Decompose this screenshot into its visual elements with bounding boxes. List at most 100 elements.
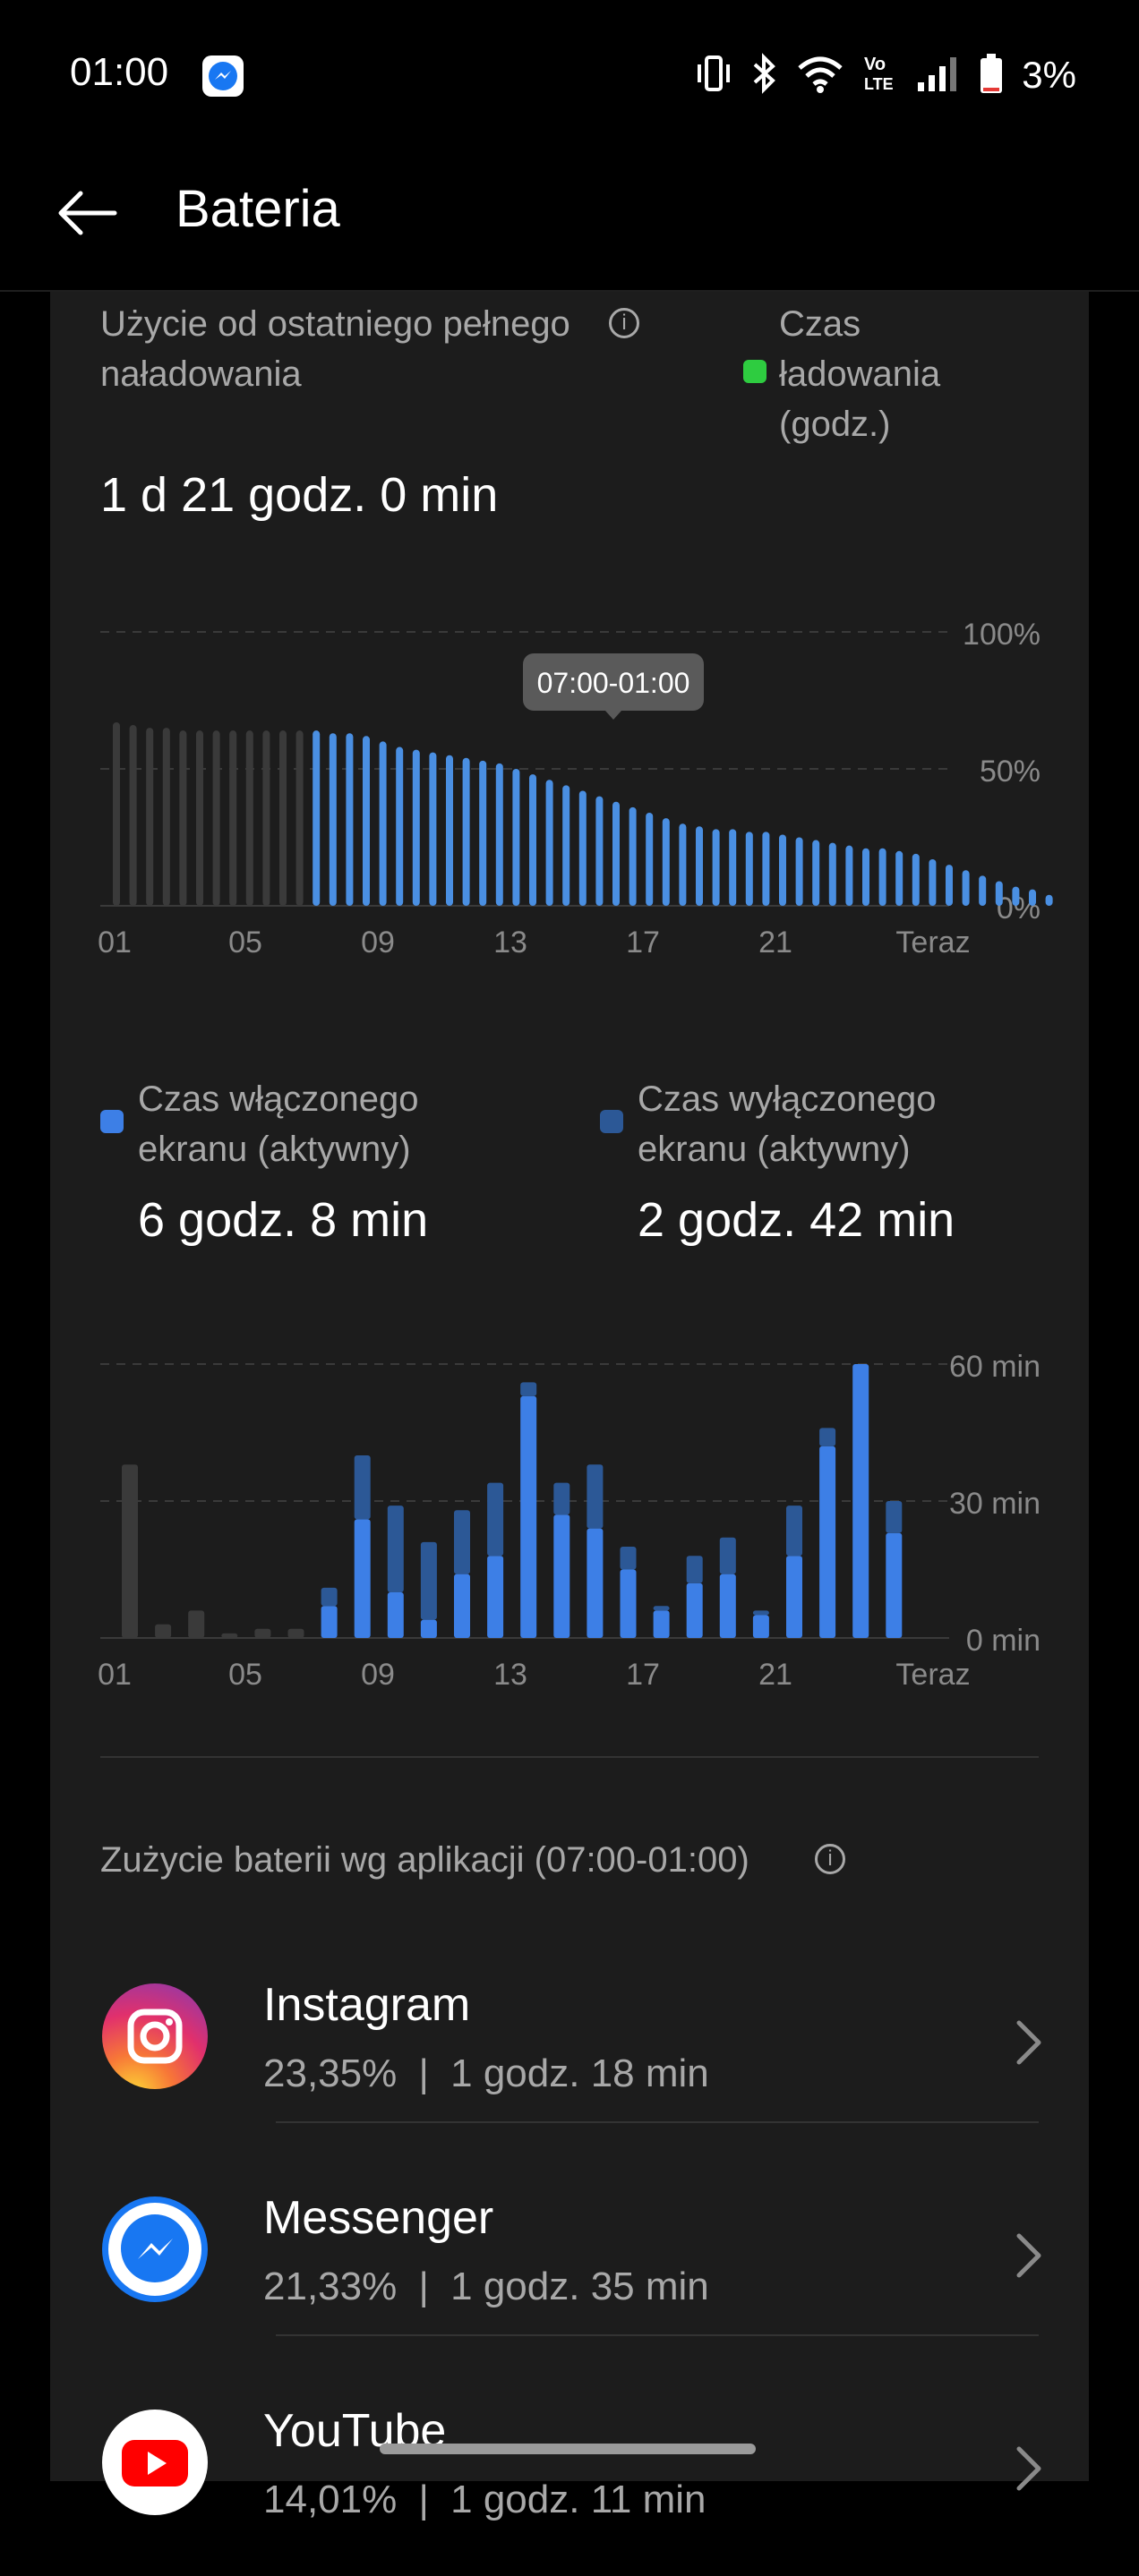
y-tick-label: 50%	[980, 755, 1041, 789]
battery-level-bar	[878, 848, 886, 906]
x-tick-label: Teraz	[895, 1658, 970, 1692]
battery-level-bar	[363, 736, 370, 906]
screen-off-bar	[420, 1541, 437, 1620]
battery-level-bar	[512, 769, 520, 906]
battery-level-bar	[396, 746, 404, 906]
screen-on-bar	[387, 1592, 404, 1638]
charging-legend-label: Czas ładowania (godz.)	[779, 304, 941, 444]
info-icon[interactable]: i	[609, 308, 639, 338]
battery-level-bar	[262, 730, 270, 906]
tooltip-text: 07:00-01:00	[537, 667, 690, 699]
usage-duration-value: 1 d 21 godz. 0 min	[100, 468, 499, 522]
app-bar: Bateria	[0, 150, 1139, 292]
screen-off-bar	[786, 1506, 802, 1557]
page-title: Bateria	[176, 180, 340, 238]
battery-level-bar	[745, 832, 753, 906]
screen-off-bar	[122, 1464, 138, 1638]
battery-level-bar	[895, 850, 903, 906]
x-tick-label: 05	[228, 925, 262, 960]
app-row-instagram[interactable]: Instagram 23,35% | 1 godz. 18 min	[50, 1937, 1089, 2150]
home-indicator[interactable]	[380, 2444, 756, 2454]
y-tick-label: 100%	[963, 618, 1041, 652]
battery-level-bar	[162, 728, 170, 906]
battery-level-bar	[495, 763, 503, 906]
battery-level-bar	[462, 757, 470, 906]
app-name: Instagram	[263, 1979, 471, 2031]
screen-off-label: Czas wyłączonego ekranu (aktywny)	[638, 1079, 937, 1169]
screen-off-bar	[254, 1628, 271, 1638]
screen-on-bar	[686, 1582, 703, 1638]
x-tick-label: 17	[626, 925, 660, 960]
battery-level-bar	[545, 780, 553, 906]
battery-percent: 3%	[1022, 54, 1076, 96]
battery-level-bar	[429, 752, 437, 906]
app-usage: 23,35% | 1 godz. 18 min	[263, 2051, 709, 2095]
charging-legend-dot	[743, 360, 766, 383]
screen-on-label: Czas włączonego ekranu (aktywny)	[138, 1079, 419, 1169]
battery-usage-card: Użycie od ostatniego pełnego naładowania…	[50, 292, 1089, 2521]
screen-on-bar	[454, 1574, 470, 1638]
wifi-icon	[796, 54, 844, 98]
x-tick-label: 13	[493, 925, 527, 960]
screen-off-bar	[653, 1606, 670, 1611]
x-tick-label: 21	[758, 1658, 792, 1692]
battery-level-bar	[862, 848, 869, 906]
screen-off-bar	[487, 1482, 504, 1557]
battery-level-bar	[795, 837, 803, 906]
app-usage: 14,01% | 1 godz. 11 min	[263, 2478, 707, 2521]
battery-level-bar	[146, 728, 154, 906]
screen-on-bar	[620, 1569, 637, 1638]
app-row-youtube[interactable]: YouTube 14,01% | 1 godz. 11 min	[50, 2363, 1089, 2576]
screen-off-bar	[155, 1624, 172, 1638]
battery-level-bar	[446, 755, 453, 906]
y-tick-label: 30 min	[949, 1487, 1041, 1521]
battery-level-bar	[662, 818, 670, 906]
screen-on-bar	[420, 1619, 437, 1638]
screen-on-bar	[553, 1514, 570, 1638]
battery-level-bar	[329, 733, 337, 906]
status-time: 01:00	[70, 50, 169, 94]
section-divider	[100, 1756, 1039, 1758]
battery-level-bar	[229, 730, 237, 906]
battery-level-bar	[1012, 886, 1020, 906]
usage-since-charge-label: Użycie od ostatniego pełnego naładowania	[100, 304, 570, 394]
x-tick-label: 05	[228, 1658, 262, 1692]
x-tick-label: Teraz	[895, 925, 970, 960]
back-arrow-icon[interactable]	[52, 177, 124, 249]
screen-off-bar	[354, 1455, 371, 1520]
chart-tooltip: 07:00-01:00	[523, 653, 704, 720]
screen-off-bar	[819, 1428, 836, 1446]
apps-info-icon[interactable]: i	[815, 1844, 845, 1874]
battery-level-bar	[196, 730, 203, 906]
youtube-icon	[102, 2410, 208, 2515]
screen-on-bar	[587, 1528, 604, 1638]
battery-level-bar	[779, 834, 786, 906]
x-tick-label: 01	[98, 1658, 132, 1692]
battery-level-bar	[479, 760, 487, 906]
app-name: Messenger	[263, 2192, 494, 2244]
screen-off-bar	[188, 1610, 205, 1638]
screen-off-bar	[620, 1547, 637, 1570]
screen-off-bar	[520, 1382, 537, 1396]
x-tick-label: 01	[98, 925, 132, 960]
screen-on-legend-dot	[100, 1110, 124, 1133]
screen-off-bar	[686, 1556, 703, 1583]
screen-off-bar	[886, 1501, 903, 1533]
battery-level-bar	[578, 790, 587, 906]
battery-level-bar	[295, 730, 304, 906]
x-tick-label: 09	[361, 1658, 395, 1692]
app-row-messenger[interactable]: Messenger 21,33% | 1 godz. 35 min	[50, 2150, 1089, 2363]
battery-level-bar	[412, 749, 420, 906]
y-tick-label: 60 min	[949, 1350, 1041, 1384]
screen-on-bar	[520, 1395, 537, 1638]
battery-level-bar	[995, 881, 1003, 906]
battery-level-bar	[679, 823, 687, 906]
screen-time-chart[interactable]: 60 min 30 min 0 min 01 05 09 13 17 21 Teraz	[50, 1312, 1089, 1706]
battery-level-bar	[279, 730, 287, 906]
battery-level-bar	[946, 865, 953, 906]
screen-off-bar	[287, 1628, 304, 1638]
battery-level-bar	[762, 832, 770, 906]
battery-level-bar	[828, 842, 836, 906]
x-tick-label: 21	[758, 925, 792, 960]
